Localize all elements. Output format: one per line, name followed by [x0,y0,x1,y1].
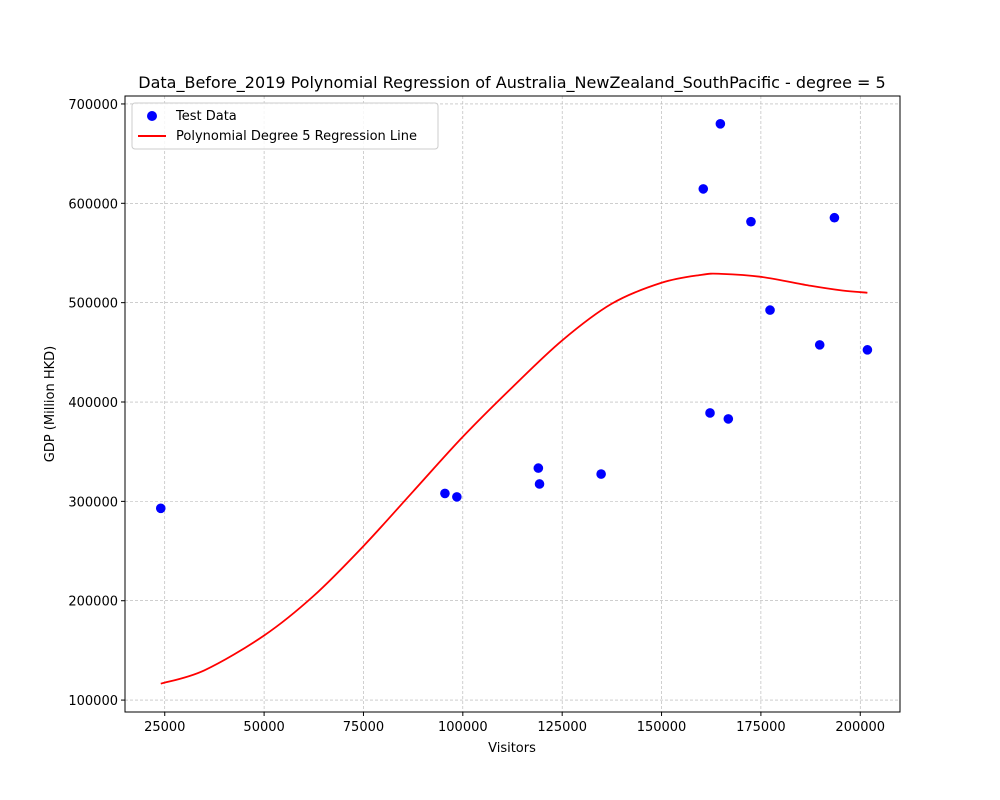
data-point [814,340,825,350]
data-point [765,305,775,315]
data-point [534,479,545,489]
data-point [829,212,840,223]
legend: Test Data Polynomial Degree 5 Regression… [131,102,439,150]
x-axis-label: Visitors [488,741,536,756]
data-point [440,488,450,499]
data-point [533,463,544,473]
y-tick-label: 700000 [68,98,118,113]
x-tick-label: 25000 [144,720,185,735]
x-tick-label: 150000 [637,720,687,735]
x-tick-label: 75000 [343,720,384,735]
x-tick-label: 100000 [438,720,488,735]
plot-frame [124,95,901,713]
data-point [723,414,734,424]
plot-area [125,96,900,712]
data-point [715,119,726,129]
regression-line-series [160,272,868,685]
data-point [698,184,709,194]
data-point [705,408,715,418]
test-data-series [155,119,873,514]
x-tick-label: 200000 [835,720,885,735]
y-axis-label: GDP (Million HKD) [43,346,58,463]
y-tick-label: 200000 [68,595,118,610]
data-point [862,345,873,355]
x-tick-label: 125000 [537,720,587,735]
data-point [596,469,606,479]
y-tick-label: 500000 [68,297,118,312]
x-tick-label: 175000 [736,720,786,735]
y-axis-ticks: 100000 200000 300000 400000 500000 600000 7000… [68,98,125,709]
legend-box [131,102,439,150]
data-point [452,492,462,502]
data-point [155,503,166,514]
grid-lines [125,96,900,712]
legend-label-regression-line: Polynomial Degree 5 Regression Line [176,129,417,144]
x-axis-ticks: 25000 50000 75000 100000 125000 150000 175000 2… [144,712,885,735]
y-tick-label: 100000 [68,694,118,709]
y-tick-label: 400000 [68,396,118,411]
legend-marker-test-data [147,111,157,121]
regression-line [160,272,868,685]
legend-label-test-data: Test Data [175,109,237,124]
y-tick-label: 600000 [68,197,118,212]
chart-title: Data_Before_2019 Polynomial Regression o… [138,73,885,93]
y-tick-label: 300000 [68,495,118,510]
x-tick-label: 50000 [243,720,284,735]
data-point [746,216,756,227]
